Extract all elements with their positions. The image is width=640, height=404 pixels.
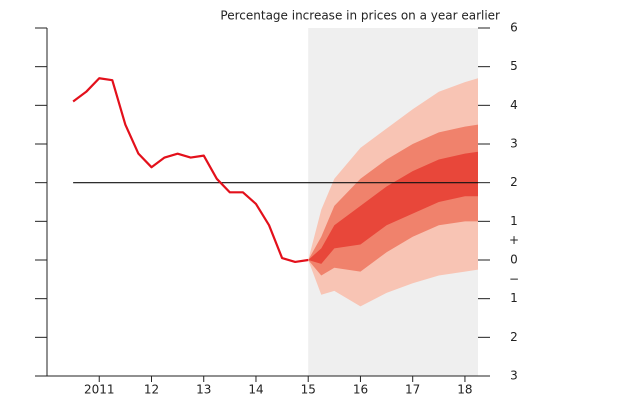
y-tick-label: 3 bbox=[510, 137, 518, 151]
y-tick-label: 3 bbox=[510, 369, 518, 383]
x-tick-label: 15 bbox=[301, 383, 316, 397]
x-tick-label: 14 bbox=[248, 383, 263, 397]
y-tick-label: 2 bbox=[510, 330, 518, 344]
y-tick-label: 0 bbox=[510, 253, 518, 267]
x-tick-label: 2011 bbox=[84, 383, 115, 397]
y-tick-label: 5 bbox=[510, 59, 518, 73]
sign-label: − bbox=[509, 272, 519, 286]
x-tick-label: 16 bbox=[353, 383, 368, 397]
x-tick-label: 18 bbox=[457, 383, 472, 397]
data-line bbox=[72, 77, 309, 264]
x-tick-label: 12 bbox=[144, 383, 159, 397]
y-tick-label: 2 bbox=[510, 175, 518, 189]
x-tick-label: 13 bbox=[196, 383, 211, 397]
fan-band bbox=[308, 151, 478, 264]
y-tick-label: 4 bbox=[510, 98, 518, 112]
y-tick-label: 1 bbox=[510, 214, 518, 228]
sign-label: + bbox=[509, 233, 519, 247]
y-tick-label: 6 bbox=[510, 21, 518, 35]
chart-title: Percentage increase in prices on a year … bbox=[220, 9, 500, 23]
x-tick-label: 17 bbox=[405, 383, 420, 397]
y-tick-label: 1 bbox=[510, 291, 518, 305]
